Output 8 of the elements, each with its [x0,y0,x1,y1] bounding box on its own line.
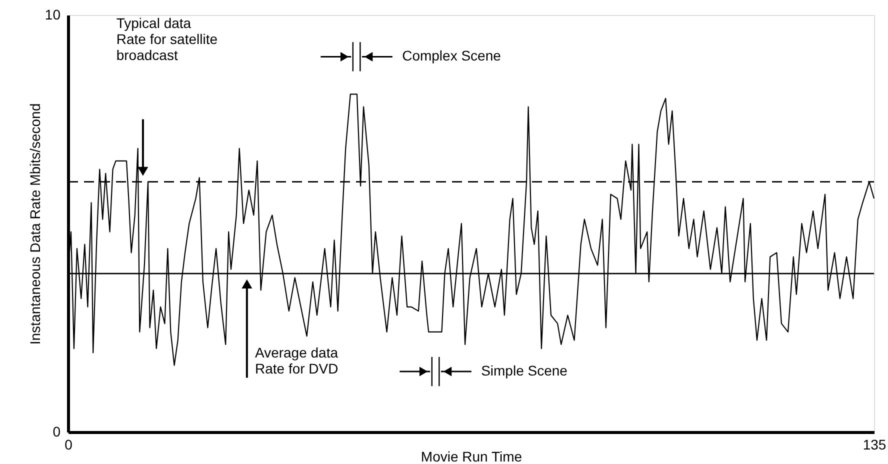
annotation: Typical data Rate for satellite broadcast [116,15,218,64]
annotation: Complex Scene [402,48,502,64]
x-tick-label: 135 [862,436,886,452]
annotation: Average data Rate for DVD [254,344,338,377]
x-axis-title: Movie Run Time [420,448,522,464]
y-tick-label: 10 [44,6,61,22]
y-axis-title: Instantaneous Data Rate Mbits/second [26,103,43,345]
annotation: Simple Scene [481,362,568,379]
